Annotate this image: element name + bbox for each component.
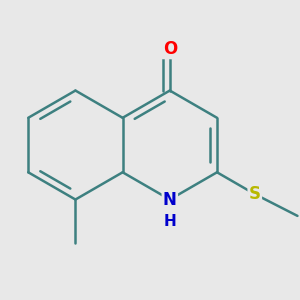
- Text: O: O: [163, 40, 177, 58]
- Text: N: N: [163, 190, 177, 208]
- Text: S: S: [249, 185, 261, 203]
- Text: H: H: [164, 214, 176, 229]
